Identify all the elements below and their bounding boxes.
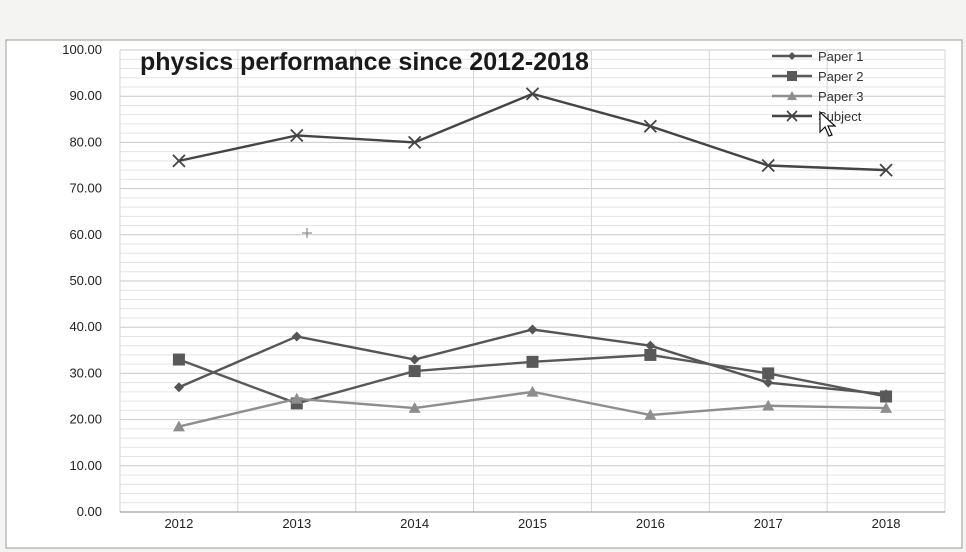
x-tick-label: 2017 — [754, 516, 783, 531]
x-marker — [172, 154, 186, 168]
square-marker — [880, 390, 893, 403]
diamond-marker — [645, 340, 656, 351]
square-marker — [526, 355, 539, 368]
y-tick-label: 0.00 — [77, 504, 102, 519]
legend-entry: Paper 3 — [772, 89, 864, 104]
x-tick-label: 2018 — [872, 516, 901, 531]
x-marker — [643, 119, 657, 133]
axes: 0.00 10.00 20.00 30.00 40.00 50.00 60.00 70.00 8… — [62, 42, 945, 531]
triangle-marker — [762, 399, 775, 411]
series-subject — [172, 87, 893, 177]
series-paper-1 — [173, 324, 892, 400]
y-tick-label: 10.00 — [69, 458, 102, 473]
y-tick-label: 30.00 — [69, 365, 102, 380]
triangle-marker — [787, 91, 797, 100]
square-marker — [644, 348, 657, 361]
x-marker-stroke — [761, 158, 775, 173]
y-tick-label: 40.00 — [69, 319, 102, 334]
x-marker — [786, 110, 798, 122]
triangle-marker — [644, 408, 657, 420]
legend-label: Paper 1 — [818, 49, 864, 64]
y-tick-label: 80.00 — [69, 134, 102, 149]
x-marker — [761, 158, 775, 173]
diamond-marker — [409, 354, 420, 365]
square-marker — [172, 353, 185, 366]
mouse-cursor-icon — [819, 110, 837, 137]
y-tick-label: 90.00 — [69, 88, 102, 103]
triangle-marker — [290, 392, 303, 404]
x-tick-label: 2016 — [636, 516, 665, 531]
x-marker-stroke — [786, 110, 798, 122]
x-marker-stroke — [408, 135, 422, 150]
x-marker-stroke — [879, 163, 893, 177]
square-marker — [408, 365, 421, 378]
x-marker — [290, 128, 304, 143]
legend-label: Paper 3 — [818, 89, 864, 104]
triangle-marker — [408, 402, 421, 413]
triangle-marker — [880, 402, 893, 413]
x-tick-label: 2015 — [518, 516, 547, 531]
diamond-marker — [291, 331, 302, 342]
diamond-marker — [527, 324, 538, 335]
legend-label: Paper 2 — [818, 69, 864, 84]
square-marker — [787, 71, 797, 81]
series-lines — [172, 87, 893, 432]
triangle-marker — [172, 420, 185, 432]
move-crosshair-icon — [302, 228, 312, 238]
y-tick-label: 100.00 — [62, 42, 102, 57]
x-marker-stroke — [525, 87, 540, 101]
x-marker — [525, 87, 540, 101]
x-tick-label: 2012 — [164, 516, 193, 531]
y-tick-label: 70.00 — [69, 181, 102, 196]
chart-title: physics performance since 2012-2018 — [140, 48, 589, 76]
legend-entry: Paper 2 — [772, 69, 864, 84]
y-tick-label: 20.00 — [69, 412, 102, 427]
x-tick-label: 2013 — [282, 516, 311, 531]
square-marker — [762, 367, 775, 380]
diamond-marker — [788, 52, 796, 60]
triangle-marker — [526, 385, 539, 397]
diamond-marker — [763, 377, 774, 388]
x-marker-stroke — [172, 154, 186, 168]
chart-border — [5, 39, 963, 549]
y-tick-label: 60.00 — [69, 227, 102, 242]
x-marker — [879, 163, 893, 177]
legend-entry: Paper 1 — [772, 49, 864, 64]
y-tick-label: 50.00 — [69, 273, 102, 288]
series-paper-3 — [172, 385, 893, 432]
x-tick-label: 2014 — [400, 516, 429, 531]
diamond-marker — [173, 382, 184, 393]
x-marker-stroke — [643, 119, 657, 133]
x-marker — [408, 135, 422, 150]
x-marker-stroke — [290, 128, 304, 143]
